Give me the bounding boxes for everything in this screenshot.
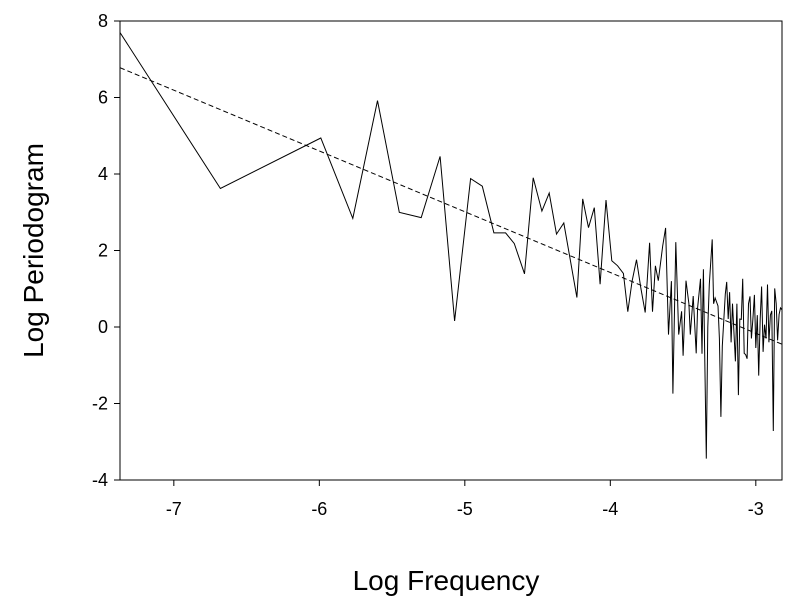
x-axis-title: Log Frequency [353,565,540,596]
y-tick-label: -2 [92,394,108,414]
y-tick-label: 4 [98,164,108,184]
x-tick-label: -7 [166,499,182,519]
y-tick-label: 6 [98,88,108,108]
x-tick-label: -6 [311,499,327,519]
x-tick-label: -3 [748,499,764,519]
x-axis-tick-labels: -7 -6 -5 -4 -3 [166,499,764,519]
plot-frame [119,20,783,481]
y-tick-label: 2 [98,241,108,261]
series-layer [119,32,783,459]
y-axis-title: Log Periodogram [18,143,49,358]
axis-ticks [114,20,757,486]
y-tick-label: 8 [98,11,108,31]
y-tick-label: -4 [92,470,108,490]
x-tick-label: -4 [602,499,618,519]
y-axis-tick-labels: -4 -2 0 2 4 6 8 [92,11,108,490]
fitted-regression-line [119,67,783,345]
periodogram-series-line [119,32,783,459]
y-tick-label: 0 [98,317,108,337]
x-tick-label: -5 [457,499,473,519]
